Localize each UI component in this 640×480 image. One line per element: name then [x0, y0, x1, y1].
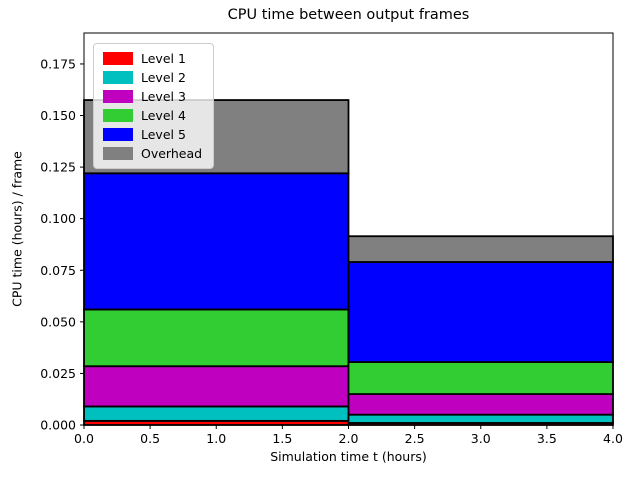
legend-label: Overhead	[141, 146, 203, 161]
x-tick-label: 3.5	[537, 431, 557, 446]
bar-2-segment-overhead	[347, 235, 614, 263]
legend-swatch-level-4	[103, 109, 133, 122]
legend-item-level-2: Level 2	[103, 71, 202, 84]
y-tick-label: 0.025	[40, 366, 76, 381]
legend-swatch-level-5	[103, 128, 133, 141]
x-tick-label: 2.5	[405, 431, 425, 446]
x-tick-label: 0.0	[74, 431, 94, 446]
legend-label: Level 5	[141, 127, 186, 142]
x-tick-label: 1.0	[206, 431, 226, 446]
bar-2-segment-level-3	[347, 393, 614, 416]
bar-1-segment-level-5	[83, 172, 350, 311]
legend-swatch-overhead	[103, 147, 133, 160]
bar-2-segment-level-4	[347, 361, 614, 395]
y-tick-label: 0.050	[40, 314, 76, 329]
legend-item-overhead: Overhead	[103, 147, 202, 160]
y-axis-label: CPU time (hours) / frame	[9, 151, 25, 307]
y-tick-label: 0.000	[40, 418, 76, 433]
legend-item-level-4: Level 4	[103, 109, 202, 122]
legend-item-level-5: Level 5	[103, 128, 202, 141]
bar-2-segment-level-2	[347, 413, 614, 424]
legend-item-level-1: Level 1	[103, 52, 202, 65]
bar-1-segment-level-4	[83, 308, 350, 368]
y-tick-label: 0.175	[40, 56, 76, 71]
legend: Level 1 Level 2 Level 3 Level 4 Level 5 Overh…	[93, 43, 215, 169]
y-tick-label: 0.100	[40, 211, 76, 226]
legend-label: Level 1	[141, 51, 186, 66]
legend-item-level-3: Level 3	[103, 90, 202, 103]
y-tick-label: 0.125	[40, 160, 76, 175]
legend-label: Level 2	[141, 70, 186, 85]
x-tick-label: 3.0	[471, 431, 491, 446]
legend-label: Level 4	[141, 108, 186, 123]
x-tick-label: 0.5	[140, 431, 160, 446]
bar-2-segment-level-5	[347, 261, 614, 363]
x-tick-label: 2.0	[339, 431, 359, 446]
legend-swatch-level-3	[103, 90, 133, 103]
axes: 0.0 0.5 1.0 1.5 2.0 2.5 3.0 3.5 4.0 0.000 0.025 0.0…	[40, 32, 623, 446]
y-tick-label: 0.075	[40, 263, 76, 278]
y-tick-label: 0.150	[40, 108, 76, 123]
legend-swatch-level-1	[103, 52, 133, 65]
chart-title: CPU time between output frames	[227, 7, 470, 23]
bar-1-segment-level-2	[83, 405, 350, 422]
x-tick-label: 4.0	[603, 431, 623, 446]
bar-1-segment-level-3	[83, 365, 350, 408]
x-axis-label: Simulation time t (hours)	[270, 449, 427, 464]
legend-swatch-level-2	[103, 71, 133, 84]
x-tick-label: 1.5	[272, 431, 292, 446]
legend-label: Level 3	[141, 89, 186, 104]
